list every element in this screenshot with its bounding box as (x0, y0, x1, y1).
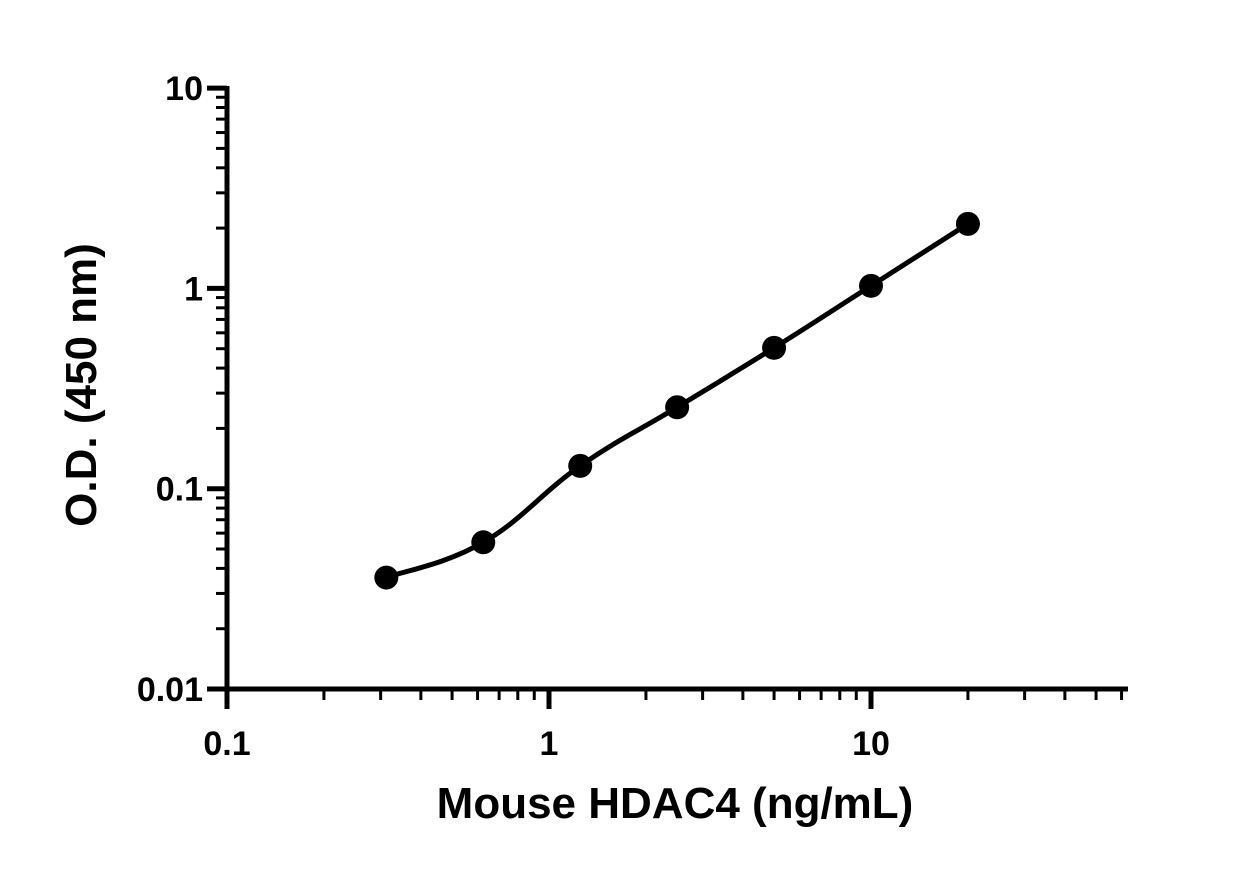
y-axis-title: O.D. (450 nm) (57, 243, 106, 527)
y-tick-label: 10 (165, 70, 203, 108)
data-point (665, 395, 690, 420)
x-tick-label: 10 (852, 725, 890, 763)
x-tick-label: 0.1 (203, 725, 250, 763)
axes (224, 86, 1128, 692)
y-tick-label: 0.01 (137, 671, 203, 709)
data-point (955, 211, 980, 236)
y-tick-label: 1 (184, 270, 203, 308)
y-tick-label: 0.1 (156, 471, 203, 509)
data-point (568, 453, 593, 478)
data-point (859, 273, 883, 298)
x-ticks: 0.1 1 10 (203, 689, 1124, 763)
data-point (471, 530, 496, 555)
data-point (374, 565, 399, 590)
x-tick-label: 1 (540, 725, 559, 763)
data-point (762, 335, 787, 360)
x-axis-title: Mouse HDAC4 (ng/mL) (437, 779, 914, 828)
data-points (374, 211, 980, 590)
y-ticks: 0.01 0.1 1 10 (137, 70, 227, 709)
